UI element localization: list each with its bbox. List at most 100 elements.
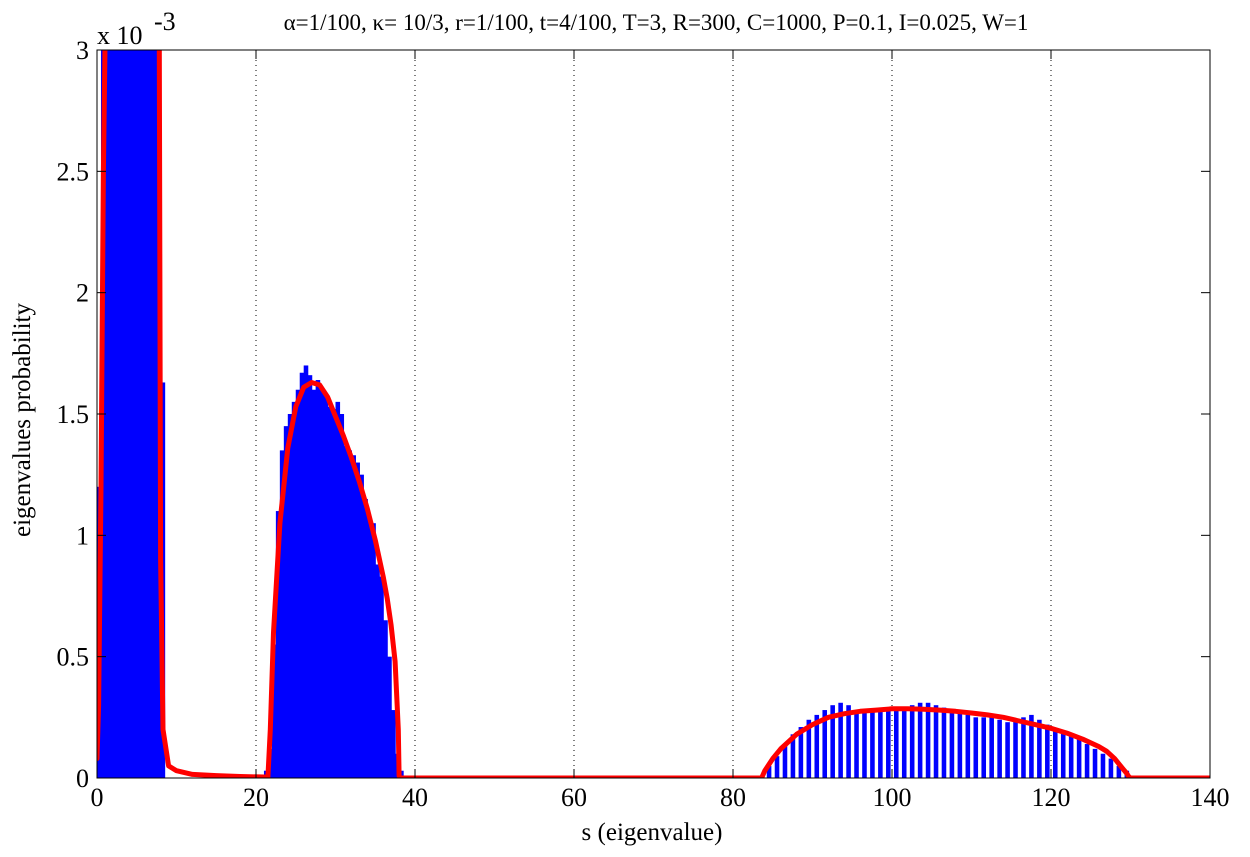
- histogram-bar: [806, 719, 812, 778]
- histogram-bar: [367, 518, 372, 778]
- histogram-bar: [1021, 717, 1026, 778]
- histogram-bar: [375, 564, 380, 778]
- histogram-bar: [271, 644, 277, 778]
- y-tick-label: 2: [76, 279, 89, 308]
- x-tick-label: 0: [91, 783, 104, 812]
- histogram-bar: [1029, 714, 1034, 778]
- y-tick-label: 1.5: [57, 400, 90, 429]
- density-curve-line: [97, 50, 1210, 778]
- histogram-bar: [291, 401, 297, 778]
- y-tick-label: 0: [76, 764, 89, 793]
- histogram-bar: [319, 389, 325, 778]
- x-tick-label: 20: [243, 783, 269, 812]
- histogram-bar: [838, 702, 843, 778]
- histogram-bar: [1005, 722, 1010, 778]
- y-axis-title: eigenvalues probability: [9, 303, 36, 537]
- histogram-bar: [391, 710, 396, 778]
- histogram-bar: [359, 474, 364, 778]
- histogram-bar: [1076, 739, 1082, 778]
- histogram-bar: [112, 50, 118, 778]
- histogram-bar: [339, 414, 345, 778]
- histogram-bar: [351, 455, 356, 778]
- histogram-bar: [1116, 765, 1122, 778]
- histogram-bar: [279, 450, 285, 778]
- y-tick-label: 2.5: [57, 157, 90, 186]
- histogram-bar: [854, 710, 859, 778]
- histogram-bar: [140, 50, 146, 778]
- histogram-bar: [311, 389, 317, 778]
- histogram-bar: [104, 50, 110, 778]
- histogram-bar: [886, 710, 891, 778]
- histogram-bar: [303, 365, 309, 778]
- histogram-bar: [766, 765, 772, 778]
- histogram-bar: [371, 523, 376, 778]
- y-tick-label: 1: [76, 521, 89, 550]
- histogram-bar: [973, 717, 979, 778]
- axis-ticks: 0 20 40 60 80 100 120 140 0 0.5 1 1.5 2 2.5 3: [57, 36, 1230, 812]
- histogram-bar: [1100, 753, 1106, 778]
- histogram-bar: [1108, 758, 1114, 778]
- histogram-bar: [1060, 731, 1066, 778]
- histogram-bar: [363, 498, 368, 778]
- histogram-bar: [387, 656, 392, 778]
- histogram-bar: [132, 50, 138, 778]
- x-tick-label: 120: [1032, 783, 1071, 812]
- histogram-bar: [830, 705, 835, 778]
- histogram-bar: [144, 50, 150, 778]
- y-exponent-power: -3: [154, 7, 176, 36]
- histogram-bar: [327, 406, 333, 778]
- histogram-bar: [283, 426, 289, 778]
- plot-background: [97, 50, 1210, 778]
- histogram-bar: [909, 705, 915, 778]
- histogram-bar: [1084, 744, 1090, 778]
- histogram-bar: [128, 50, 134, 778]
- histogram-bar: [917, 702, 923, 778]
- histogram-bar: [1052, 729, 1058, 778]
- histogram-bar: [347, 450, 352, 778]
- histogram-bar: [957, 712, 963, 778]
- histogram-bar: [981, 717, 987, 778]
- x-axis-title: s (eigenvalue): [582, 819, 723, 846]
- histogram-bar: [379, 576, 384, 778]
- histogram-bar: [299, 372, 305, 778]
- histogram-bar: [893, 707, 899, 778]
- chart-title: α=1/100, κ= 10/3, r=1/100, t=4/100, T=3,…: [284, 10, 1029, 35]
- histogram-bar: [822, 710, 828, 778]
- histogram-bar: [1045, 724, 1050, 778]
- x-tick-label: 60: [561, 783, 587, 812]
- x-tick-label: 100: [873, 783, 912, 812]
- x-tick-label: 80: [720, 783, 746, 812]
- histogram-bar: [925, 702, 931, 778]
- histogram-bar: [148, 50, 154, 778]
- histogram-bar: [124, 50, 130, 778]
- histogram-bar: [901, 707, 907, 778]
- histogram-bar: [878, 710, 883, 778]
- histogram-bar: [1013, 719, 1018, 778]
- histogram-bar: [120, 50, 126, 778]
- histogram-bar: [275, 511, 281, 778]
- histogram-bar: [323, 394, 329, 778]
- histogram-bar: [989, 717, 994, 778]
- histogram-bar: [814, 714, 820, 778]
- histogram-bar: [152, 50, 158, 778]
- histogram-bar: [136, 50, 142, 778]
- histogram-bar: [997, 719, 1002, 778]
- x-tick-label: 40: [402, 783, 428, 812]
- histogram-bar: [355, 462, 360, 778]
- histogram-bar: [1092, 748, 1098, 778]
- histogram-bar: [343, 445, 349, 778]
- histogram-bar: [287, 414, 293, 778]
- histogram-bar: [315, 380, 321, 778]
- histogram-bar: [782, 744, 788, 778]
- y-tick-label: 0.5: [57, 643, 90, 672]
- histogram-bar: [790, 734, 796, 778]
- histogram-bar: [1068, 734, 1074, 778]
- histogram-bar: [941, 707, 947, 778]
- histogram-bar: [295, 389, 301, 778]
- y-exponent-label: x 10: [97, 21, 143, 50]
- y-tick-label: 3: [76, 36, 89, 65]
- histogram-bar: [949, 710, 955, 778]
- x-tick-label: 140: [1191, 783, 1230, 812]
- histogram-bar: [774, 756, 780, 778]
